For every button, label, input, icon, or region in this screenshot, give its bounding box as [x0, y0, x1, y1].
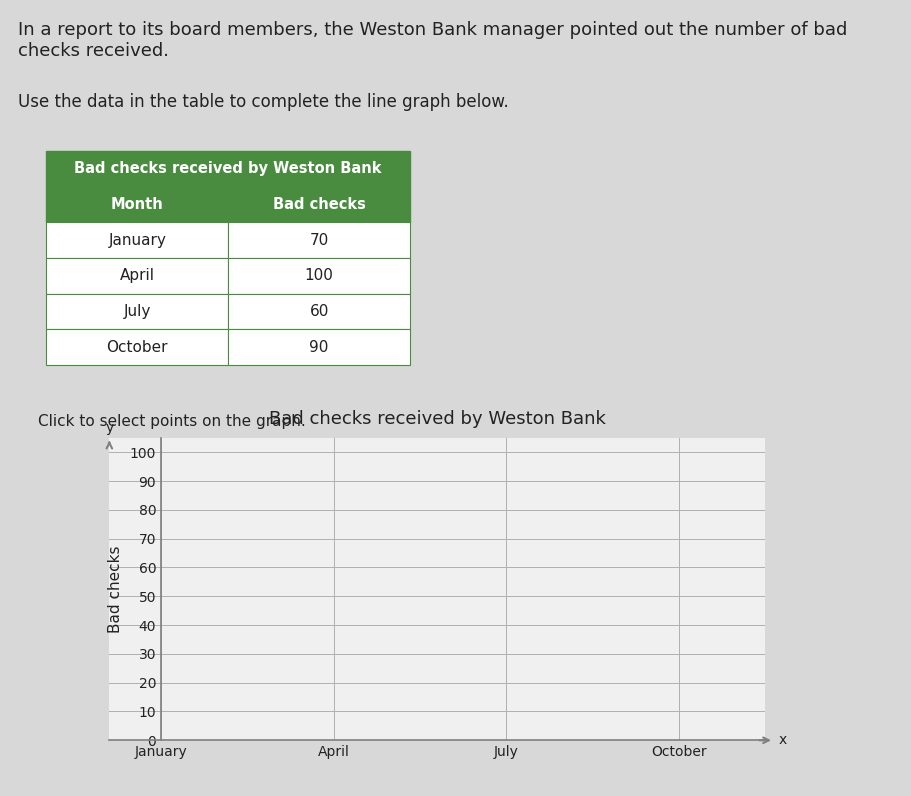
Text: x: x [779, 733, 787, 747]
Text: In a report to its board members, the Weston Bank manager pointed out the number: In a report to its board members, the We… [18, 21, 847, 60]
Bar [228, 294, 410, 330]
Text: y: y [105, 421, 114, 435]
Title: Bad checks received by Weston Bank: Bad checks received by Weston Bank [269, 410, 606, 428]
Y-axis label: Bad checks: Bad checks [107, 545, 123, 633]
Text: Use the data in the table to complete the line graph below.: Use the data in the table to complete th… [18, 93, 509, 111]
Bar [46, 186, 228, 222]
Text: Click to select points on the graph.: Click to select points on the graph. [38, 415, 306, 429]
Bar [46, 330, 228, 365]
Text: Month: Month [111, 197, 164, 212]
Bar [228, 258, 410, 294]
Bar [228, 330, 410, 365]
Bar [46, 258, 228, 294]
Text: 100: 100 [304, 268, 333, 283]
Text: 60: 60 [310, 304, 329, 319]
Text: 90: 90 [310, 340, 329, 354]
Text: 70: 70 [310, 232, 329, 248]
Text: July: July [124, 304, 151, 319]
Text: April: April [120, 268, 155, 283]
Bar [46, 222, 228, 258]
Text: October: October [107, 340, 169, 354]
Bar [228, 186, 410, 222]
Text: Bad checks received by Weston Bank: Bad checks received by Weston Bank [75, 162, 382, 176]
Text: Bad checks: Bad checks [272, 197, 365, 212]
Text: January: January [108, 232, 167, 248]
Bar [46, 151, 410, 186]
Bar [46, 294, 228, 330]
Bar [228, 222, 410, 258]
